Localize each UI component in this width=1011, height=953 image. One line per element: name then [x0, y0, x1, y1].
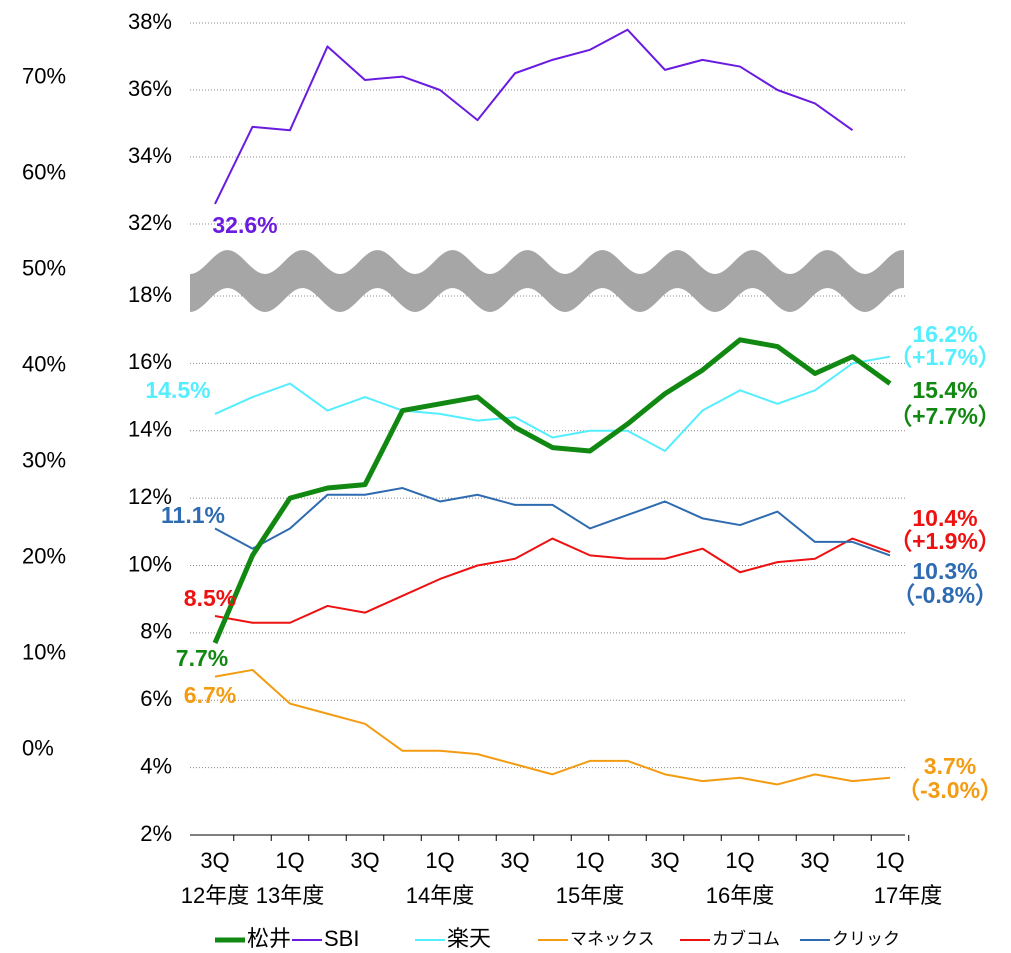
y-tick-label: 36% [128, 76, 172, 101]
y2-tick-label: 0% [22, 735, 54, 760]
y-tick-label: 12% [128, 484, 172, 509]
x-tick-label: 3Q [500, 848, 529, 873]
data-label: 8.5% [184, 585, 236, 611]
y-tick-label: 4% [140, 753, 172, 778]
legend-label: マネックス [570, 929, 655, 948]
change-label: （-0.8%） [892, 582, 998, 608]
y-tick-label: 38% [128, 9, 172, 34]
y2-tick-label: 20% [22, 543, 66, 568]
legend-label: カブコム [712, 928, 780, 948]
data-label: 10.4% [912, 505, 977, 531]
series-line [214, 487, 891, 557]
y-tick-label: 34% [128, 143, 172, 168]
data-label: 16.2% [912, 321, 977, 347]
series-line [214, 537, 891, 624]
y-tick-label: 18% [128, 282, 172, 307]
x-tick-label: 1Q [275, 848, 304, 873]
x-tick-label: 1Q [875, 848, 904, 873]
series-line [214, 668, 891, 786]
data-label: 3.7% [924, 753, 976, 779]
x-tick-label: 1Q [575, 848, 604, 873]
x-tick-label: 3Q [350, 848, 379, 873]
x-tick-label: 3Q [200, 848, 229, 873]
y-tick-label: 2% [140, 821, 172, 846]
x-year-label: 13年度 [256, 883, 324, 908]
data-label: 7.7% [176, 645, 228, 671]
change-label: （+7.7%） [889, 403, 1001, 429]
legend-label: SBI [324, 926, 359, 951]
y-tick-label: 8% [140, 619, 172, 644]
y2-tick-label: 70% [22, 64, 66, 89]
x-year-label: 15年度 [556, 883, 624, 908]
x-tick-label: 1Q [425, 848, 454, 873]
x-year-label: 17年度 [874, 883, 942, 908]
y2-tick-label: 60% [22, 160, 66, 185]
data-label: 32.6% [212, 212, 277, 238]
data-label: 6.7% [184, 682, 236, 708]
y-tick-label: 6% [140, 686, 172, 711]
y2-tick-label: 50% [22, 255, 66, 280]
y-tick-label: 32% [128, 210, 172, 235]
axis-break [190, 250, 904, 312]
data-label: 15.4% [912, 377, 977, 403]
data-label: 14.5% [145, 377, 210, 403]
series-line [214, 28, 854, 205]
y-tick-label: 14% [128, 417, 172, 442]
legend-label: クリック [832, 929, 900, 948]
y-tick-label: 10% [128, 551, 172, 576]
x-tick-label: 1Q [725, 848, 754, 873]
x-tick-label: 3Q [650, 848, 679, 873]
x-year-label: 16年度 [706, 883, 774, 908]
x-year-label: 14年度 [406, 883, 474, 908]
x-year-label: 12年度 [181, 883, 249, 908]
series-line [214, 355, 891, 452]
x-tick-label: 3Q [800, 848, 829, 873]
y2-tick-label: 10% [22, 639, 66, 664]
data-label: 10.3% [912, 558, 977, 584]
series-line [212, 337, 892, 644]
y-tick-label: 16% [128, 349, 172, 374]
data-label: 11.1% [161, 502, 225, 528]
change-label: （-3.0%） [897, 777, 1003, 803]
change-label: （+1.9%） [889, 528, 1001, 554]
y2-tick-label: 30% [22, 447, 66, 472]
y2-tick-label: 40% [22, 351, 66, 376]
change-label: （+1.7%） [889, 344, 1001, 370]
legend-label: 楽天 [447, 926, 491, 951]
legend-label: 松井 [247, 926, 291, 951]
